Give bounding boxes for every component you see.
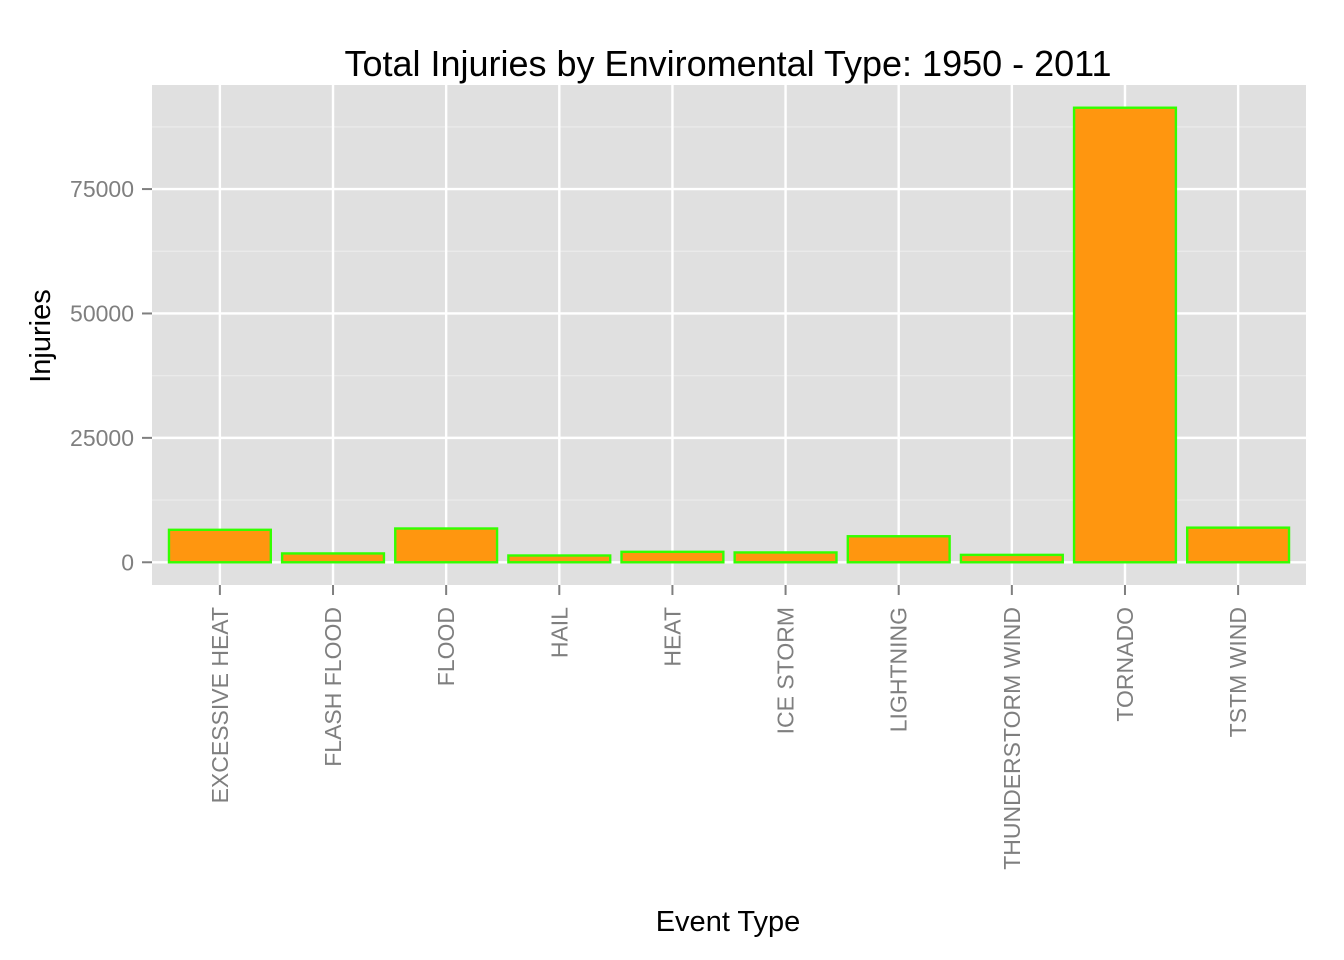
x-tick-label: TSTM WIND bbox=[1225, 607, 1251, 737]
bar-excessive-heat bbox=[167, 528, 272, 564]
y-axis: 0 25000 50000 75000 bbox=[70, 176, 152, 575]
x-tick-label: HEAT bbox=[659, 607, 685, 667]
x-tick-label: TORNADO bbox=[1112, 607, 1138, 722]
bars bbox=[167, 106, 1291, 564]
bar-ice-storm bbox=[733, 551, 838, 564]
x-tick-label: THUNDERSTORM WIND bbox=[999, 607, 1025, 870]
bar-thunderstorm-wind bbox=[959, 553, 1064, 564]
bar-heat bbox=[620, 550, 725, 564]
x-axis: EXCESSIVE HEAT FLASH FLOOD FLOOD HAIL HEAT IC… bbox=[207, 585, 1251, 870]
chart-title: Total Injuries by Enviromental Type: 195… bbox=[344, 43, 1111, 84]
y-tick-label: 75000 bbox=[70, 176, 134, 202]
y-tick-label: 25000 bbox=[70, 425, 134, 451]
bar-hail bbox=[507, 554, 612, 564]
bar-lightning bbox=[846, 535, 951, 564]
bar-flood bbox=[394, 527, 499, 564]
x-tick-label: LIGHTNING bbox=[886, 607, 912, 732]
x-tick-label: ICE STORM bbox=[773, 607, 799, 734]
y-tick-label: 0 bbox=[121, 549, 134, 575]
bar-tornado bbox=[1072, 106, 1178, 564]
bar-flash-flood bbox=[280, 552, 386, 564]
x-tick-label: FLOOD bbox=[433, 607, 459, 686]
bar-tstm-wind bbox=[1186, 526, 1291, 564]
x-tick-label: HAIL bbox=[546, 607, 572, 658]
x-tick-label: FLASH FLOOD bbox=[320, 607, 346, 767]
x-tick-label: EXCESSIVE HEAT bbox=[207, 607, 233, 803]
x-axis-title: Event Type bbox=[656, 906, 801, 938]
y-tick-label: 50000 bbox=[70, 300, 134, 326]
y-axis-title: Injuries bbox=[25, 289, 57, 383]
